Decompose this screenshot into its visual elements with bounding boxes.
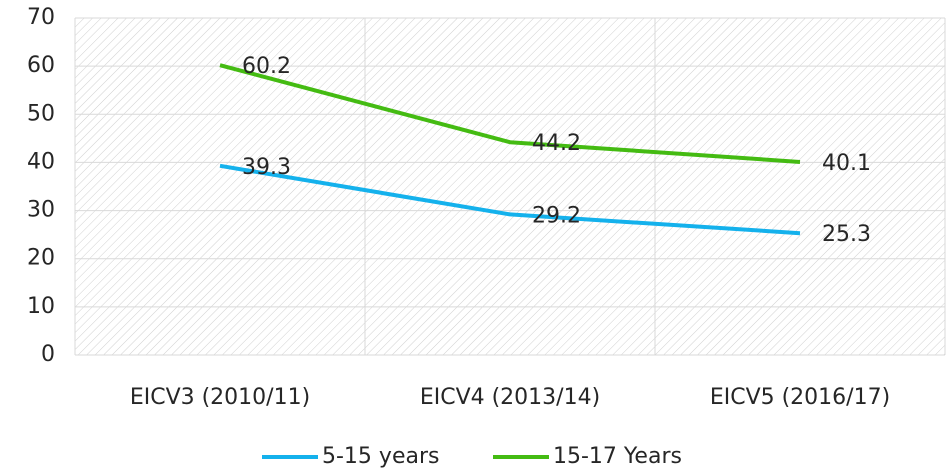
plot-area bbox=[75, 18, 945, 355]
data-label: 39.3 bbox=[242, 155, 291, 180]
y-tick-label: 0 bbox=[41, 342, 55, 367]
y-tick-label: 10 bbox=[27, 294, 55, 319]
y-tick-label: 60 bbox=[27, 53, 55, 78]
y-tick-label: 30 bbox=[27, 198, 55, 223]
y-tick-label: 40 bbox=[27, 149, 55, 174]
series-line bbox=[219, 163, 801, 236]
y-tick-label: 50 bbox=[27, 101, 55, 126]
data-label: 44.2 bbox=[532, 131, 581, 156]
legend-label: 5-15 years bbox=[322, 444, 439, 469]
series-line bbox=[219, 63, 801, 164]
data-label: 29.2 bbox=[532, 203, 581, 228]
data-label: 60.2 bbox=[242, 54, 291, 79]
data-label: 25.3 bbox=[822, 222, 871, 247]
y-tick-label: 20 bbox=[27, 246, 55, 271]
legend-label: 15-17 Years bbox=[553, 444, 682, 469]
x-tick-label: EICV5 (2016/17) bbox=[710, 385, 890, 410]
x-tick-label: EICV3 (2010/11) bbox=[130, 385, 310, 410]
y-tick-label: 70 bbox=[27, 5, 55, 30]
x-tick-label: EICV4 (2013/14) bbox=[420, 385, 600, 410]
data-label: 40.1 bbox=[822, 151, 871, 176]
